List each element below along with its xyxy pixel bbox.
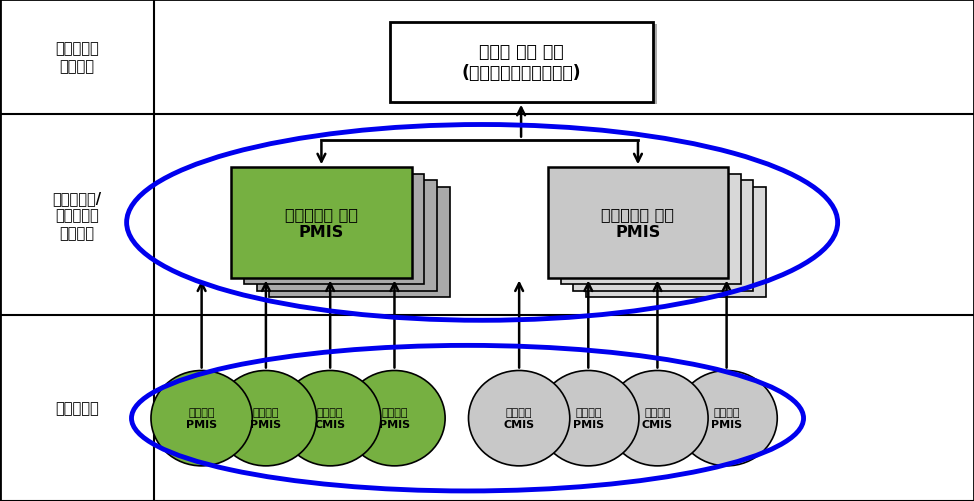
Ellipse shape [151,371,252,466]
Bar [390,23,653,103]
Ellipse shape [215,371,317,466]
Ellipse shape [538,371,639,466]
Text: 새만금 사업 총괄
(사업통합관리정보체계): 새만금 사업 총괄 (사업통합관리정보체계) [462,43,581,82]
Bar [574,181,754,291]
Bar [394,25,657,105]
Text: 개발사업
PMIS: 개발사업 PMIS [379,407,410,429]
Ellipse shape [280,371,381,466]
Bar [561,174,740,285]
Bar [547,168,729,278]
Text: 개발사업
CMIS: 개발사업 CMIS [642,407,673,429]
Bar [232,168,411,278]
Text: 개발사업
PMIS: 개발사업 PMIS [573,407,604,429]
Text: 새만금사업
총괄기관: 새만금사업 총괄기관 [56,42,98,74]
Text: 개발사업
CMIS: 개발사업 CMIS [315,407,346,429]
Text: 개발사업
PMIS: 개발사업 PMIS [250,407,281,429]
Bar [244,174,425,285]
Bar [586,187,766,298]
Ellipse shape [676,371,777,466]
Text: 사업시행자: 사업시행자 [56,401,98,416]
Text: 기반시설별 사업
PMIS: 기반시설별 사업 PMIS [602,207,674,239]
Ellipse shape [344,371,445,466]
Text: 개발용지별/
기반시설별
사업주체: 개발용지별/ 기반시설별 사업주체 [53,190,101,240]
Bar [257,181,436,291]
Text: 개발사업
CMIS: 개발사업 CMIS [504,407,535,429]
Bar [269,187,450,298]
Text: 개발사업
PMIS: 개발사업 PMIS [711,407,742,429]
Ellipse shape [468,371,570,466]
Ellipse shape [607,371,708,466]
Text: 개발용지별 사업
PMIS: 개발용지별 사업 PMIS [285,207,357,239]
Text: 개발사업
PMIS: 개발사업 PMIS [186,407,217,429]
